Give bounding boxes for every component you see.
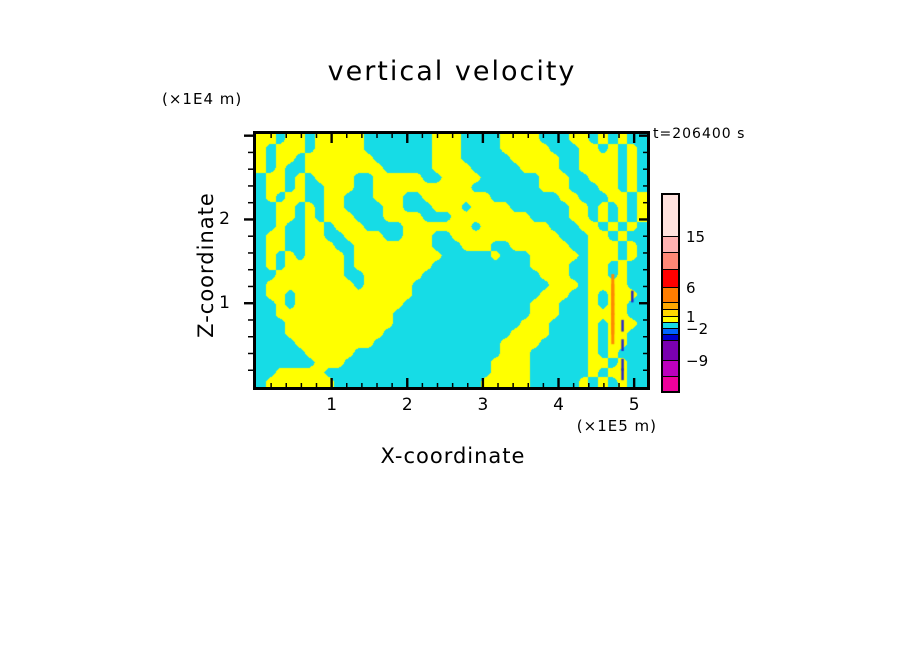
x-tick-label-2: 2 xyxy=(401,395,413,415)
y-tick-label-1: 1 xyxy=(219,293,230,314)
colorbar-segment-11 xyxy=(663,341,678,361)
colorbar-segment-5 xyxy=(663,303,678,310)
y-axis-unit-label: (×1E4 m) xyxy=(162,90,243,108)
colorbar-label-−2: −2 xyxy=(686,320,709,338)
x-tick-label-4: 4 xyxy=(553,395,564,415)
colorbar-segment-0 xyxy=(663,195,678,237)
colorbar-label-−9: −9 xyxy=(686,352,709,370)
y-tick-label-2: 2 xyxy=(219,209,230,230)
timestamp-label: t=206400 s xyxy=(653,126,746,142)
colorbar-segment-6 xyxy=(663,310,678,317)
x-tick-label-5: 5 xyxy=(628,395,640,415)
colorbar-divider xyxy=(663,360,678,361)
colorbar-divider xyxy=(663,236,678,237)
x-tick-label-3: 3 xyxy=(477,395,489,415)
colorbar-divider xyxy=(663,340,678,341)
colorbar-divider xyxy=(663,252,678,253)
colorbar-segment-2 xyxy=(663,253,678,270)
colorbar-divider xyxy=(663,322,678,323)
colorbar-divider xyxy=(663,302,678,303)
x-axis-unit-label: (×1E5 m) xyxy=(576,417,657,435)
plot-title: vertical velocity xyxy=(327,56,577,87)
colorbar xyxy=(661,193,680,393)
colorbar-segment-8 xyxy=(663,323,678,329)
contour-field-canvas xyxy=(256,134,647,387)
contour-plot-area xyxy=(253,131,650,390)
colorbar-segment-10 xyxy=(663,335,678,341)
colorbar-label-6: 6 xyxy=(686,279,696,297)
colorbar-segment-1 xyxy=(663,237,678,253)
colorbar-divider xyxy=(663,309,678,310)
colorbar-divider xyxy=(663,316,678,317)
y-axis-title: Z-coordinate xyxy=(194,192,218,338)
colorbar-segment-4 xyxy=(663,288,678,303)
colorbar-segment-12 xyxy=(663,361,678,377)
colorbar-divider xyxy=(663,328,678,329)
colorbar-segment-9 xyxy=(663,329,678,335)
colorbar-segment-7 xyxy=(663,317,678,323)
colorbar-segment-3 xyxy=(663,270,678,288)
colorbar-divider xyxy=(663,376,678,377)
x-tick-label-1: 1 xyxy=(326,395,338,415)
colorbar-divider xyxy=(663,334,678,335)
colorbar-divider xyxy=(663,269,678,270)
colorbar-divider xyxy=(663,287,678,288)
colorbar-label-1: 1 xyxy=(686,308,696,326)
colorbar-segment-13 xyxy=(663,377,678,391)
x-axis-title: X-coordinate xyxy=(380,444,526,468)
colorbar-label-15: 15 xyxy=(686,228,706,246)
